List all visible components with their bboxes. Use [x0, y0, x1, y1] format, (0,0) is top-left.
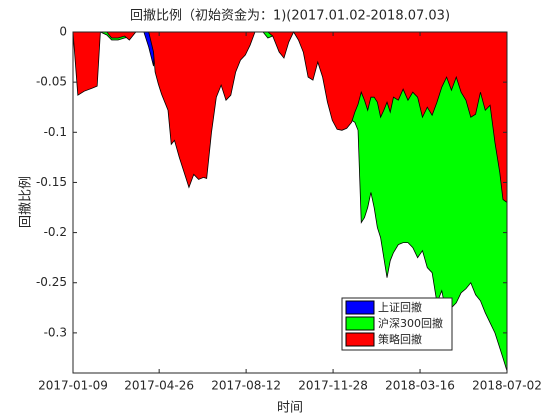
x-tick-label: 2018-03-16 [385, 379, 455, 393]
x-tick-label: 2017-01-09 [38, 379, 108, 393]
axes-box [72, 31, 508, 374]
y-axis-label: 回撤比例 [18, 176, 34, 228]
legend-label: 沪深300回撤 [378, 316, 443, 330]
x-tick-label: 2017-11-28 [298, 379, 368, 393]
chart-title: 回撤比例（初始资金为：1)(2017.01.02-2018.07.03) [130, 8, 450, 24]
legend-label: 上证回撤 [378, 300, 422, 314]
x-tick-label: 2017-08-12 [211, 379, 281, 393]
x-tick-label: 2018-07-02 [472, 379, 542, 393]
x-tick-label: 2017-04-26 [124, 379, 194, 393]
area [72, 31, 508, 204]
y-tick-label: -0.3 [44, 325, 67, 339]
y-tick-label: 0 [59, 25, 67, 39]
y-tick-label: -0.05 [36, 75, 67, 89]
y-tick-label: -0.25 [36, 275, 67, 289]
legend-swatch [345, 316, 375, 331]
y-tick-label: -0.15 [36, 175, 67, 189]
legend-label: 策略回撤 [378, 332, 422, 346]
legend-swatch [345, 300, 375, 315]
x-axis-label: 时间 [277, 401, 303, 416]
y-tick-label: -0.1 [44, 125, 67, 139]
y-tick-label: -0.2 [44, 225, 67, 239]
legend-swatch [345, 332, 375, 347]
